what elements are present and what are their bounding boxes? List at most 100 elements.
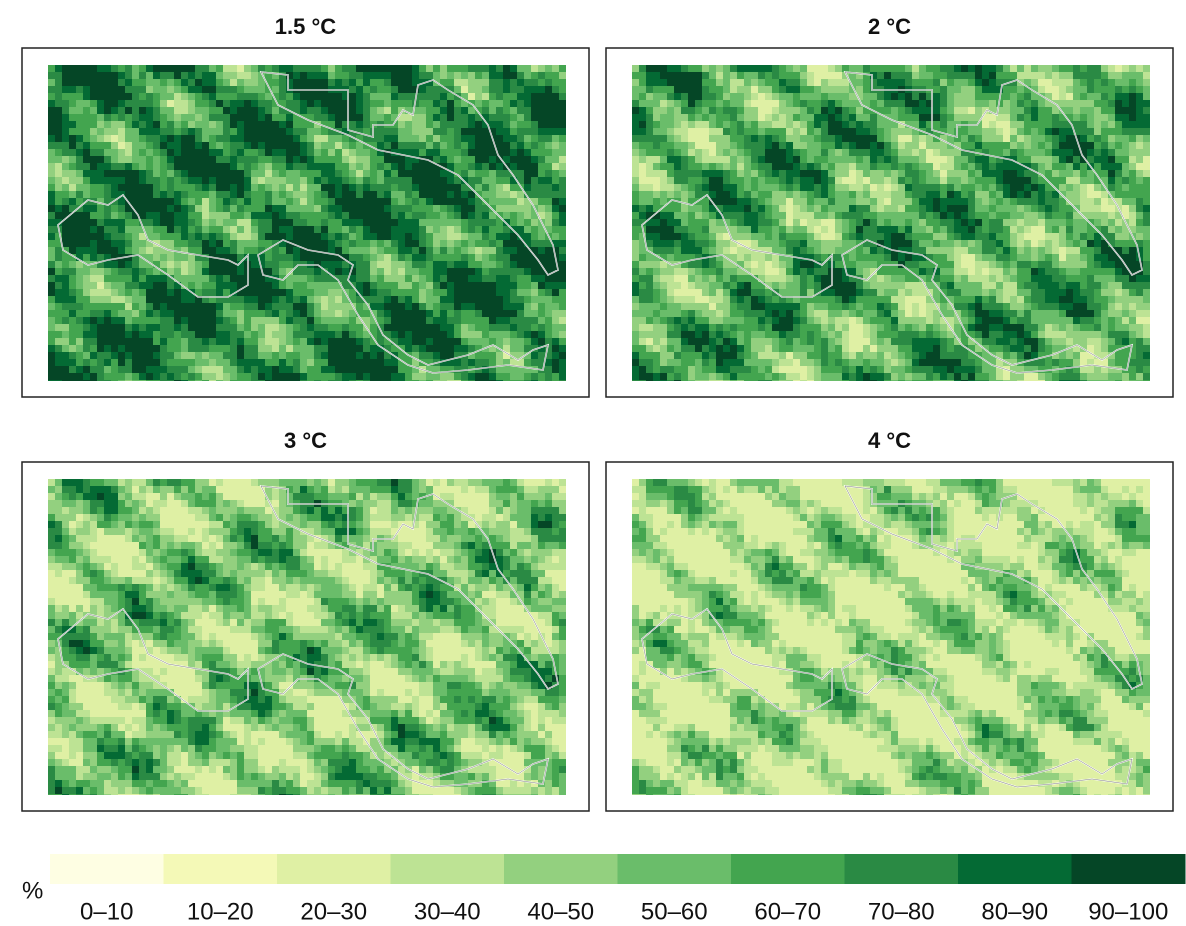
raster-cell xyxy=(335,310,342,317)
raster-cell xyxy=(1080,205,1087,212)
raster-cell xyxy=(489,303,496,310)
raster-cell xyxy=(1003,142,1010,149)
raster-cell xyxy=(1073,107,1080,114)
raster-cell xyxy=(1136,79,1143,86)
raster-cell xyxy=(188,303,195,310)
raster-cell xyxy=(167,324,174,331)
raster-cell xyxy=(279,226,286,233)
raster-cell xyxy=(433,317,440,324)
raster-cell xyxy=(153,184,160,191)
raster-cell xyxy=(258,170,265,177)
raster-cell xyxy=(926,191,933,198)
raster-cell xyxy=(933,72,940,79)
raster-cell xyxy=(1003,149,1010,156)
raster-cell xyxy=(237,135,244,142)
raster-cell xyxy=(898,184,905,191)
raster-cell xyxy=(510,303,517,310)
raster-cell xyxy=(174,240,181,247)
raster-cell xyxy=(538,247,545,254)
raster-cell xyxy=(1073,79,1080,86)
raster-cell xyxy=(125,296,132,303)
raster-cell xyxy=(503,191,510,198)
raster-cell xyxy=(898,107,905,114)
raster-cell xyxy=(828,107,835,114)
raster-cell xyxy=(1143,128,1150,135)
raster-cell xyxy=(104,331,111,338)
raster-cell xyxy=(286,163,293,170)
raster-cell xyxy=(265,282,272,289)
raster-cell xyxy=(716,163,723,170)
raster-cell xyxy=(884,205,891,212)
raster-cell xyxy=(293,247,300,254)
raster-cell xyxy=(954,149,961,156)
raster-cell xyxy=(744,142,751,149)
raster-cell xyxy=(737,93,744,100)
raster-cell xyxy=(237,373,244,380)
raster-cell xyxy=(517,233,524,240)
raster-cell xyxy=(800,142,807,149)
raster-cell xyxy=(531,198,538,205)
raster-cell xyxy=(300,93,307,100)
raster-cell xyxy=(174,114,181,121)
raster-cell xyxy=(814,107,821,114)
raster-cell xyxy=(468,359,475,366)
raster-cell xyxy=(1073,163,1080,170)
raster-cell xyxy=(695,177,702,184)
raster-cell xyxy=(132,93,139,100)
raster-cell xyxy=(251,100,258,107)
raster-cell xyxy=(307,226,314,233)
raster-cell xyxy=(265,86,272,93)
raster-cell xyxy=(660,72,667,79)
raster-cell xyxy=(447,86,454,93)
raster-cell xyxy=(1066,79,1073,86)
raster-cell xyxy=(132,338,139,345)
raster-cell xyxy=(307,324,314,331)
raster-cell xyxy=(160,289,167,296)
raster-cell xyxy=(926,177,933,184)
raster-cell xyxy=(167,338,174,345)
raster-cell xyxy=(545,163,552,170)
raster-cell xyxy=(454,366,461,373)
raster-cell xyxy=(849,198,856,205)
raster-cell xyxy=(146,261,153,268)
raster-cell xyxy=(90,359,97,366)
raster-cell xyxy=(982,205,989,212)
raster-cell xyxy=(793,128,800,135)
raster-cell xyxy=(230,198,237,205)
raster-cell xyxy=(468,72,475,79)
raster-cell xyxy=(433,114,440,121)
raster-cell xyxy=(975,107,982,114)
raster-cell xyxy=(863,114,870,121)
raster-cell xyxy=(195,275,202,282)
raster-cell xyxy=(433,86,440,93)
raster-cell xyxy=(48,177,55,184)
raster-cell xyxy=(83,366,90,373)
raster-cell xyxy=(744,149,751,156)
raster-cell xyxy=(545,345,552,352)
raster-cell xyxy=(265,359,272,366)
raster-cell xyxy=(55,289,62,296)
raster-cell xyxy=(681,72,688,79)
raster-cell xyxy=(632,142,639,149)
raster-cell xyxy=(202,121,209,128)
raster-cell xyxy=(461,289,468,296)
raster-cell xyxy=(174,107,181,114)
raster-cell xyxy=(167,177,174,184)
raster-cell xyxy=(849,107,856,114)
raster-cell xyxy=(751,79,758,86)
raster-cell xyxy=(632,107,639,114)
raster-cell xyxy=(1143,149,1150,156)
raster-cell xyxy=(632,163,639,170)
raster-cell xyxy=(1031,205,1038,212)
raster-cell xyxy=(349,366,356,373)
raster-cell xyxy=(230,310,237,317)
raster-cell xyxy=(447,331,454,338)
raster-cell xyxy=(230,114,237,121)
raster-cell xyxy=(440,163,447,170)
raster-cell xyxy=(559,121,566,128)
raster-cell xyxy=(489,317,496,324)
raster-cell xyxy=(146,121,153,128)
raster-cell xyxy=(447,65,454,72)
raster-cell xyxy=(62,366,69,373)
raster-cell xyxy=(475,359,482,366)
